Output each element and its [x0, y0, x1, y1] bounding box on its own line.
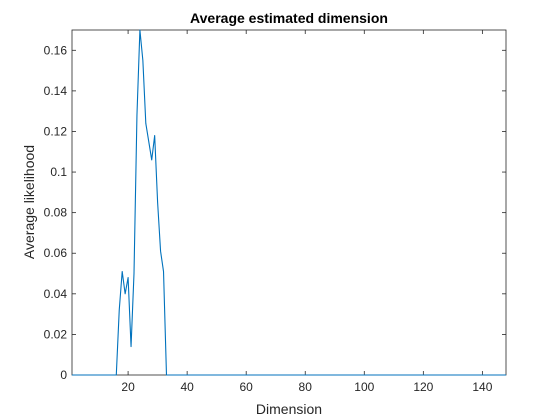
plot-area: 20 40 60 80 100 120 140 0 0.02 0.04 0.06 0.08 0.1 0.1… [44, 29, 507, 394]
x-tick-label: 60 [240, 380, 254, 394]
series-line [72, 29, 506, 376]
y-tick-label: 0.1 [50, 165, 67, 179]
y-tick-label: 0.08 [44, 206, 68, 220]
y-tick-label: 0.06 [44, 246, 68, 260]
x-tick-label: 80 [299, 380, 313, 394]
x-tick-label: 100 [354, 380, 374, 394]
y-tick-label: 0.02 [44, 327, 68, 341]
x-tick-label: 20 [121, 380, 135, 394]
x-axis-label: Dimension [256, 401, 322, 417]
y-tick-label: 0.12 [44, 124, 68, 138]
y-tick-label: 0 [60, 368, 67, 382]
axes-box [71, 29, 507, 376]
x-tick-label: 140 [472, 380, 492, 394]
y-tick-label: 0.16 [44, 43, 68, 57]
chart-title: Average estimated dimension [190, 10, 388, 26]
x-tick-label: 40 [180, 380, 194, 394]
y-axis-label: Average likelihood [21, 145, 37, 259]
y-tick-label: 0.14 [44, 84, 68, 98]
x-tick-label: 120 [413, 380, 433, 394]
y-tick-label: 0.04 [44, 287, 68, 301]
